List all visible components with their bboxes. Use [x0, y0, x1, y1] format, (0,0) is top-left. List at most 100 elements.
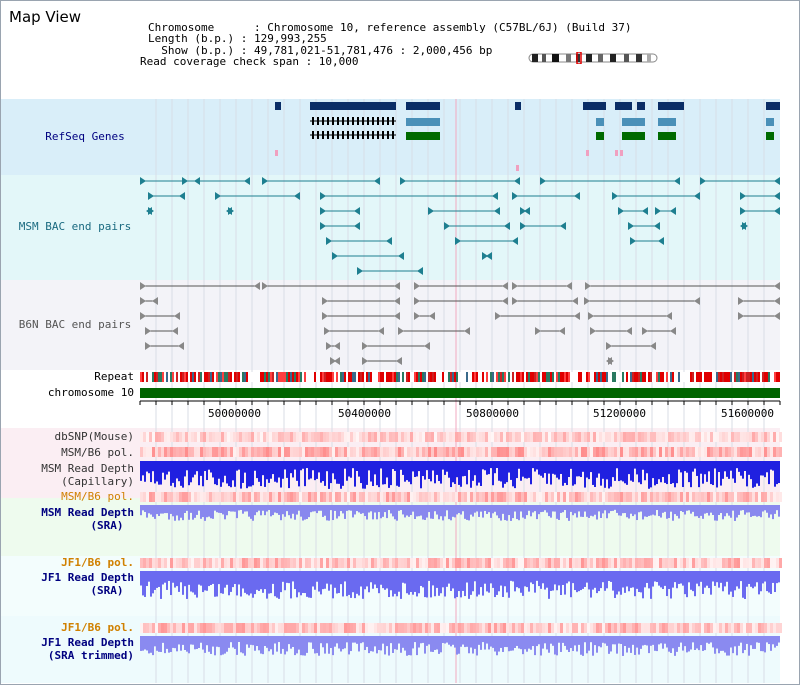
repeat-element	[212, 372, 214, 382]
read-depth-bar	[586, 636, 588, 654]
read-depth-bar	[712, 636, 714, 648]
read-depth-bar	[744, 636, 746, 651]
polymorphism-cell	[578, 432, 581, 442]
read-depth-bar	[648, 636, 650, 654]
repeat-element	[736, 372, 738, 382]
exon	[327, 117, 329, 125]
read-depth-bar	[750, 636, 752, 646]
read-depth-bar	[220, 636, 222, 656]
polymorphism-cell	[629, 623, 632, 633]
read-depth-bar	[156, 505, 158, 515]
polymorphism-cell	[533, 432, 536, 442]
read-depth-bar	[444, 505, 446, 517]
read-depth-bar	[194, 636, 196, 650]
polymorphism-cell	[497, 447, 500, 457]
polymorphism-cell	[647, 492, 650, 502]
chromosome-ideogram[interactable]	[528, 52, 660, 64]
read-depth-bar	[534, 571, 536, 593]
bac-end-marker	[642, 327, 648, 335]
read-depth-bar	[492, 571, 494, 588]
polymorphism-cell	[680, 558, 683, 568]
read-depth-bar	[598, 505, 600, 512]
read-depth-bar	[694, 461, 696, 469]
read-depth-bar	[230, 461, 232, 488]
polymorphism-cell	[386, 492, 389, 502]
read-depth-bar	[412, 505, 414, 512]
polymorphism-cell	[545, 623, 548, 633]
polymorphism-cell	[251, 447, 254, 457]
read-depth-bar	[182, 636, 184, 645]
read-depth-bar	[488, 505, 490, 513]
polymorphism-cell	[413, 558, 416, 568]
read-depth-bar	[588, 571, 590, 590]
polymorphism-cell	[152, 447, 155, 457]
polymorphism-cell	[365, 432, 368, 442]
polymorphism-cell	[341, 492, 344, 502]
polymorphism-cell	[656, 447, 659, 457]
read-depth-bar	[538, 636, 540, 645]
polymorphism-cell	[332, 623, 335, 633]
read-depth-bar	[678, 571, 680, 584]
polymorphism-cell	[632, 447, 635, 457]
read-depth-bar	[374, 571, 376, 585]
read-depth-bar	[402, 571, 404, 583]
read-depth-bar	[566, 461, 568, 486]
polymorphism-cell	[506, 492, 509, 502]
repeat-element	[754, 372, 756, 382]
repeat-element	[708, 372, 710, 382]
polymorphism-cell	[191, 623, 194, 633]
polymorphism-cell	[719, 558, 722, 568]
read-depth-bar	[182, 571, 184, 595]
polymorphism-cell	[671, 447, 674, 457]
read-depth-bar	[210, 636, 212, 654]
polymorphism-cell	[512, 623, 515, 633]
repeat-element	[234, 372, 236, 382]
read-depth-bar	[732, 461, 734, 479]
read-depth-bar	[750, 571, 752, 587]
polymorphism-cell	[437, 492, 440, 502]
bac-end-marker	[398, 252, 404, 260]
repeat-element	[504, 372, 506, 382]
repeat-element	[678, 372, 680, 382]
polymorphism-cell	[239, 447, 242, 457]
polymorphism-cell	[605, 623, 608, 633]
read-depth-bar	[354, 636, 356, 643]
read-depth-bar	[582, 505, 584, 517]
polymorphism-cell	[518, 623, 521, 633]
polymorphism-cell	[614, 558, 617, 568]
read-depth-bar	[690, 571, 692, 590]
read-depth-bar	[408, 505, 410, 517]
polymorphism-cell	[524, 447, 527, 457]
read-depth-bar	[466, 461, 468, 485]
polymorphism-cell	[629, 432, 632, 442]
read-depth-bar	[444, 636, 446, 644]
polymorphism-cell	[584, 447, 587, 457]
read-depth-bar	[324, 571, 326, 589]
read-depth-bar	[510, 461, 512, 480]
polymorphism-cell	[581, 558, 584, 568]
polymorphism-cell	[779, 492, 782, 502]
exon	[377, 131, 379, 139]
polymorphism-cell	[179, 492, 182, 502]
repeat-element	[146, 372, 148, 382]
read-depth-bar	[670, 571, 672, 599]
read-depth-bar	[414, 461, 416, 478]
read-depth-bar	[292, 505, 294, 514]
read-depth-bar	[300, 636, 302, 656]
polymorphism-cell	[242, 447, 245, 457]
read-depth-bar	[644, 461, 646, 481]
polymorphism-cell	[626, 447, 629, 457]
polymorphism-cell	[755, 623, 758, 633]
read-depth-bar	[696, 571, 698, 584]
read-depth-bar	[526, 461, 528, 479]
read-depth-bar	[230, 505, 232, 512]
read-depth-bar	[246, 636, 248, 645]
polymorphism-cell	[554, 432, 557, 442]
repeat-element	[276, 372, 278, 382]
read-depth-bar	[414, 505, 416, 520]
read-depth-bar	[760, 461, 762, 476]
read-depth-bar	[600, 636, 602, 648]
read-depth-bar	[198, 505, 200, 511]
polymorphism-cell	[764, 447, 767, 457]
read-depth-bar	[278, 461, 280, 478]
